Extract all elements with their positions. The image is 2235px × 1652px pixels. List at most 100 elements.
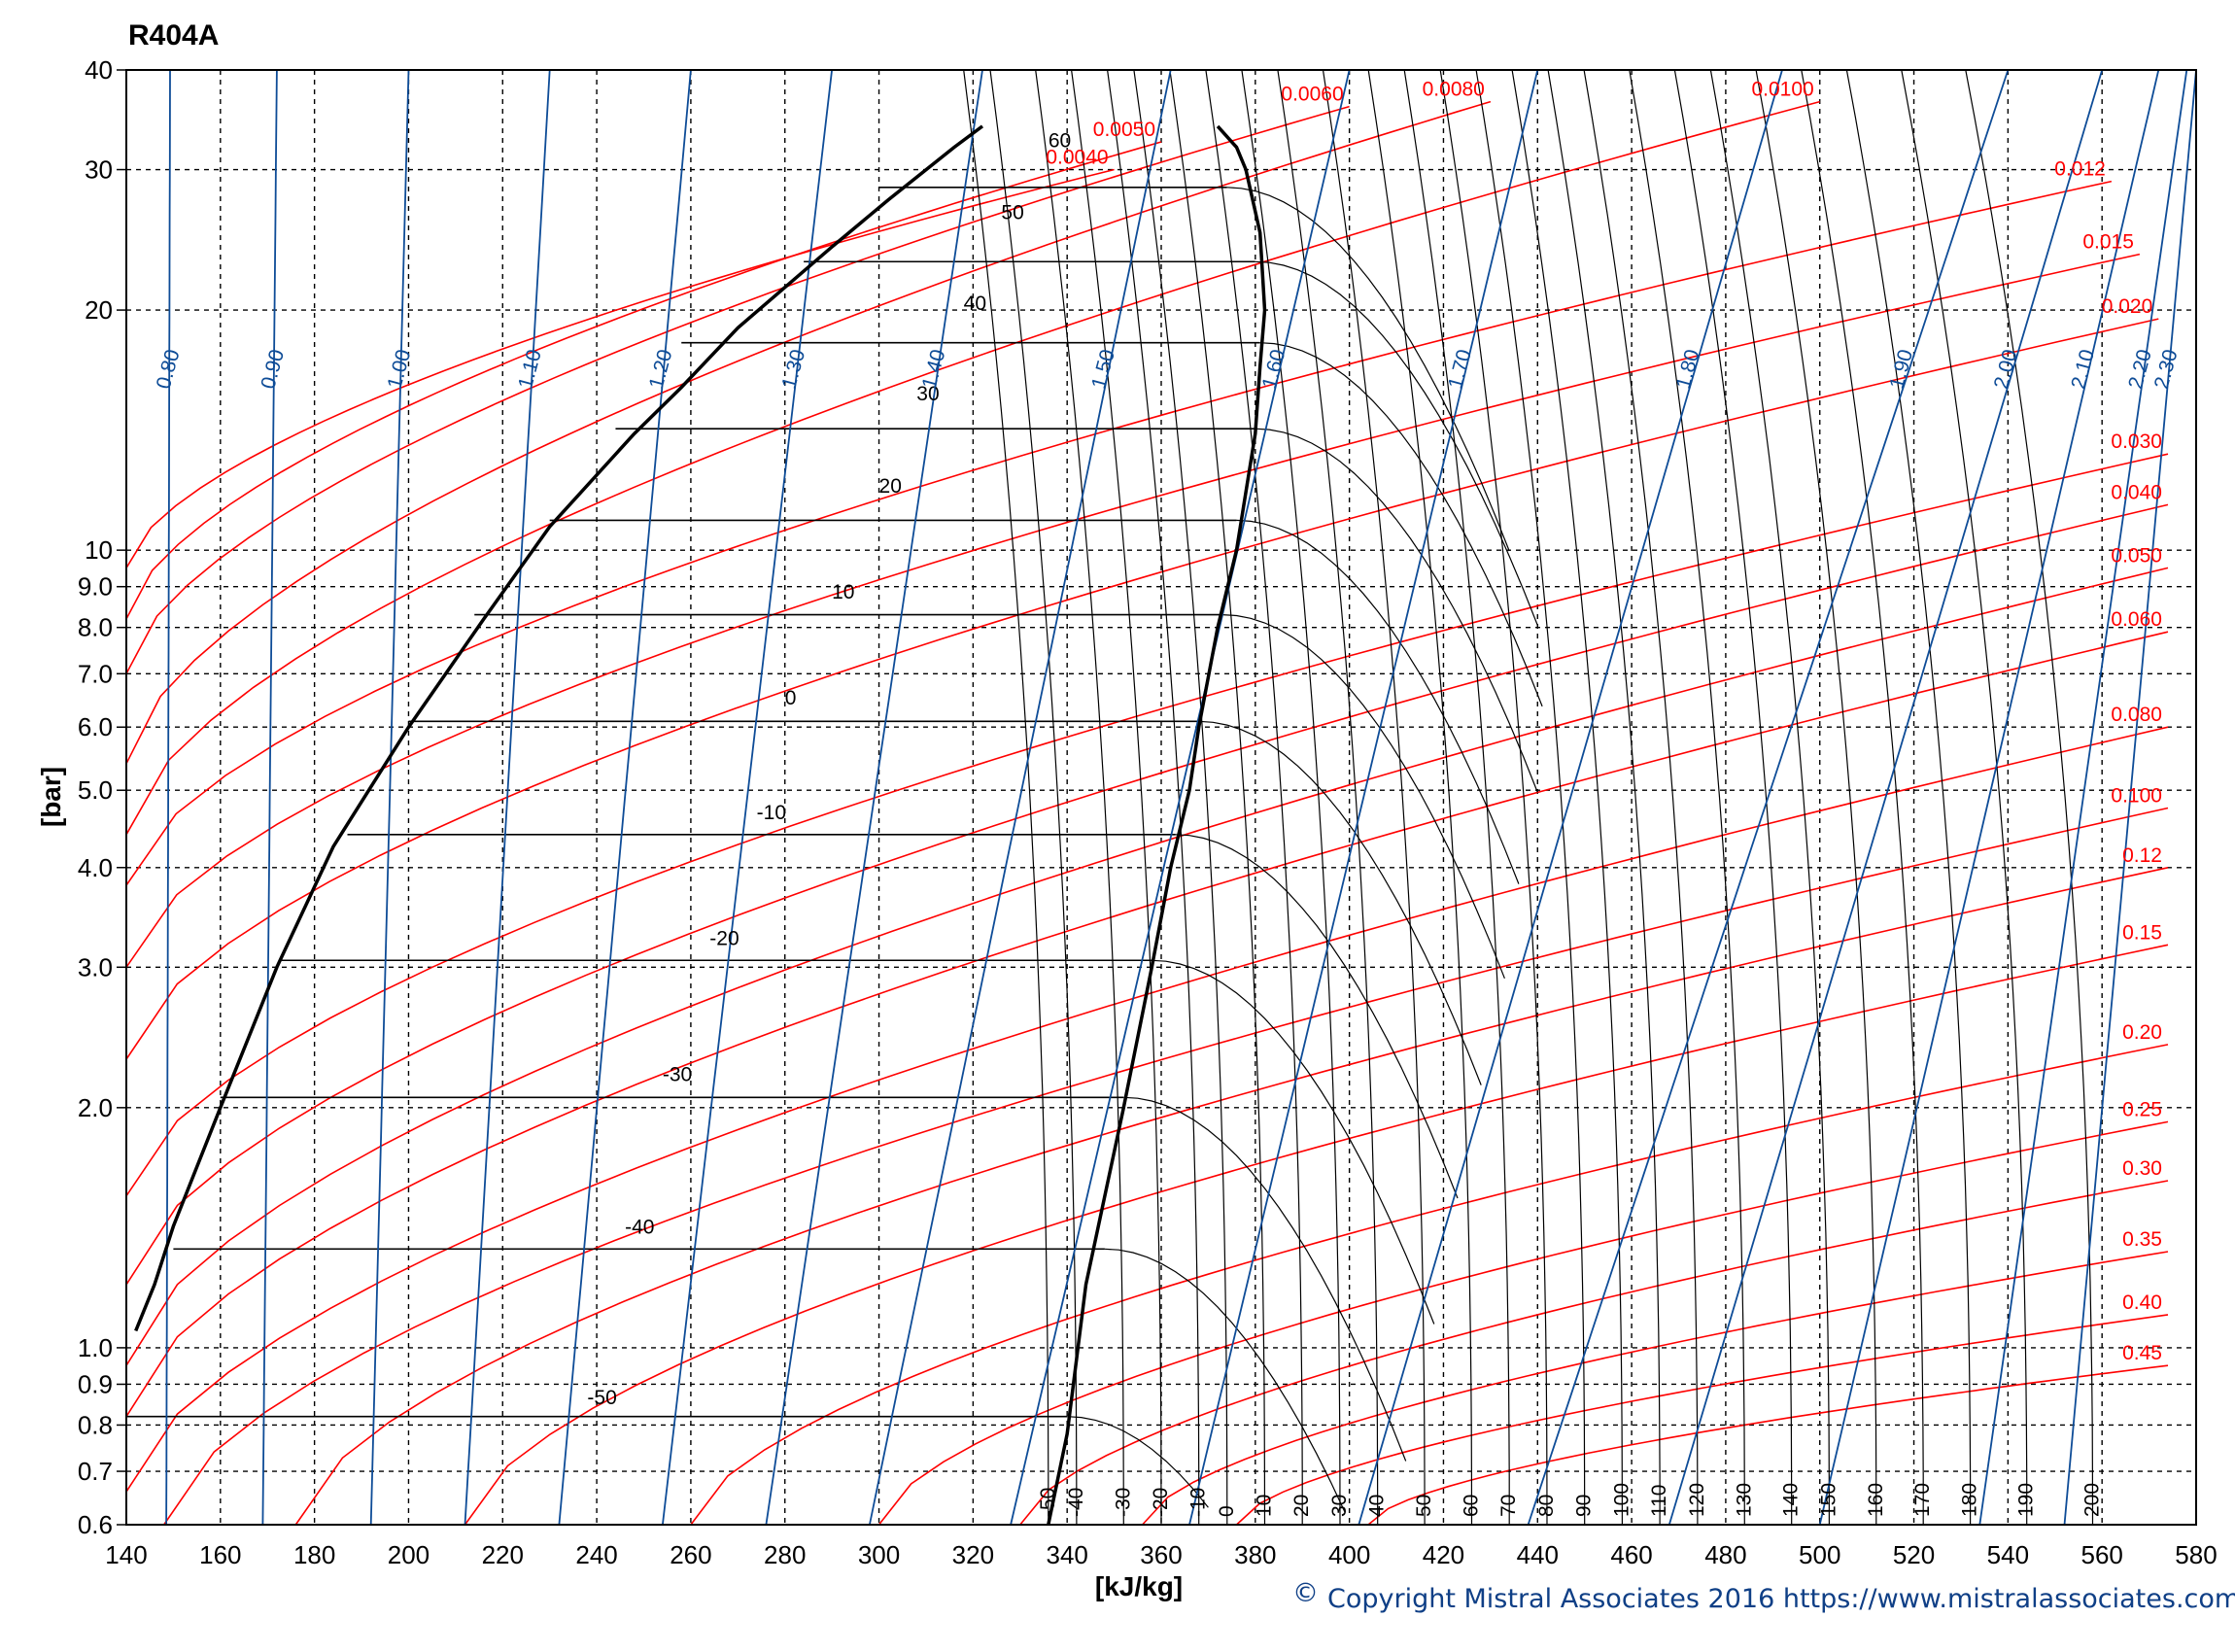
isotherm-vertical bbox=[1403, 69, 1510, 1525]
isochore-label: 0.0050 bbox=[1093, 119, 1155, 141]
isochore-label: 0.030 bbox=[2111, 430, 2162, 453]
isotherm-vertical bbox=[1241, 69, 1341, 1526]
isotherm-vertical bbox=[1133, 69, 1228, 1526]
isochore-line bbox=[125, 253, 2141, 968]
isochore-label: 0.060 bbox=[2111, 608, 2162, 631]
y-tick-label: 9.0 bbox=[78, 572, 113, 602]
isotherm-layer bbox=[126, 69, 2094, 1526]
isotherm-bottom-label: 50 bbox=[1413, 1495, 1435, 1517]
y-tick-label: 4.0 bbox=[78, 853, 113, 882]
isochore-label: 0.0100 bbox=[1751, 79, 1813, 101]
isochore-label: 0.40 bbox=[2122, 1291, 2162, 1314]
isotherm-vertical bbox=[1169, 69, 1266, 1526]
isochore-label: 0.20 bbox=[2122, 1021, 2162, 1044]
x-tick-label: 160 bbox=[199, 1540, 241, 1569]
isotherm-vertical bbox=[1755, 69, 1877, 1526]
isochore-line bbox=[125, 503, 2169, 1286]
isotherm-bottom-label: 80 bbox=[1535, 1495, 1558, 1517]
isochore-label: 0.0060 bbox=[1281, 84, 1343, 106]
isotherm-bottom-label: 160 bbox=[1865, 1483, 1887, 1517]
isotherm-vertical bbox=[1547, 69, 1661, 1525]
x-tick-label: 460 bbox=[1610, 1540, 1652, 1569]
isochore-line bbox=[125, 453, 2169, 1197]
isochore-label: 0.020 bbox=[2102, 295, 2153, 318]
isotherm-bottom-label: 150 bbox=[1817, 1483, 1840, 1517]
isochore-label: 0.040 bbox=[2111, 481, 2162, 503]
isotherm-vertical bbox=[963, 69, 1049, 1525]
isotherm-label: -50 bbox=[587, 1387, 616, 1409]
isotherm-bottom-label: 0 bbox=[1216, 1505, 1238, 1517]
x-tick-label: 240 bbox=[575, 1540, 617, 1569]
isotherm-superheat bbox=[1152, 959, 1435, 1325]
isochore-label: 0.30 bbox=[2122, 1157, 2162, 1180]
saturated-liquid-line bbox=[134, 124, 984, 1332]
x-tick-label: 260 bbox=[670, 1540, 711, 1569]
isotherm-label: 20 bbox=[879, 475, 902, 498]
isentrope-line bbox=[2063, 69, 2197, 1526]
isotherm-bottom-label: -10 bbox=[1187, 1488, 1210, 1517]
x-tick-label: 380 bbox=[1234, 1540, 1276, 1569]
isentrope-line bbox=[1010, 69, 1351, 1526]
isotherm-label: 50 bbox=[1001, 202, 1023, 224]
y-tick-label: 0.6 bbox=[78, 1510, 113, 1539]
isochore-label: 0.0040 bbox=[1046, 147, 1108, 169]
x-tick-label: 320 bbox=[952, 1540, 994, 1569]
isotherm-vertical bbox=[1035, 69, 1124, 1526]
isentrope-line bbox=[869, 69, 1172, 1526]
isotherm-label: 60 bbox=[1049, 130, 1071, 153]
y-tick-label: 1.0 bbox=[78, 1333, 113, 1362]
isentrope-line bbox=[765, 69, 983, 1526]
isotherm-vertical bbox=[1965, 69, 2094, 1526]
isotherm-bottom-label: 110 bbox=[1648, 1485, 1670, 1517]
copyright-text: Copyright Mistral Associates 2016 https:… bbox=[1327, 1584, 2235, 1614]
isotherm-vertical bbox=[1629, 69, 1745, 1526]
x-tick-label: 580 bbox=[2175, 1540, 2217, 1569]
isotherm-vertical bbox=[1107, 69, 1200, 1525]
isotherm-bottom-label: -40 bbox=[1065, 1488, 1087, 1517]
x-tick-label: 480 bbox=[1704, 1540, 1746, 1569]
isotherm-bottom-label: 170 bbox=[1911, 1483, 1934, 1517]
isotherm-vertical bbox=[1439, 69, 1548, 1526]
isotherm-bottom-label: 20 bbox=[1290, 1495, 1313, 1517]
isochore-line bbox=[877, 1120, 2169, 1526]
isotherm-superheat bbox=[1104, 1248, 1346, 1512]
isotherm-bottom-label: -30 bbox=[1112, 1488, 1134, 1517]
isotherm-vertical bbox=[1071, 69, 1162, 1526]
y-tick-label: 30 bbox=[85, 155, 113, 185]
dome-layer bbox=[134, 124, 1267, 1526]
isotherm-label: -40 bbox=[625, 1217, 654, 1239]
isotherm-vertical bbox=[1709, 69, 1830, 1526]
isentrope-layer bbox=[165, 69, 2197, 1526]
isochore-line bbox=[125, 168, 1115, 568]
x-axis-label: [kJ/kg] bbox=[1095, 1571, 1183, 1601]
isotherm-vertical bbox=[1322, 69, 1426, 1526]
x-tick-label: 560 bbox=[2080, 1540, 2122, 1569]
isotherm-label: -20 bbox=[709, 927, 739, 949]
tick-layer: 140 160 180 200 220 240 260 280 300 320 340 360 380 4… bbox=[78, 55, 2218, 1569]
isotherm-superheat bbox=[1226, 187, 1510, 552]
isotherm-vertical bbox=[1673, 69, 1793, 1526]
y-tick-label: 8.0 bbox=[78, 613, 113, 642]
isentrope-line bbox=[1358, 69, 1783, 1526]
y-tick-label: 0.8 bbox=[78, 1410, 113, 1439]
isotherm-bottom-label: 180 bbox=[1959, 1483, 1981, 1517]
y-tick-label: 6.0 bbox=[78, 712, 113, 741]
x-tick-label: 540 bbox=[1987, 1540, 2029, 1569]
isotherm-superheat bbox=[1067, 1416, 1209, 1508]
isotherm-vertical bbox=[1901, 69, 2028, 1525]
isentrope-line bbox=[1818, 69, 2160, 1526]
y-tick-label: 2.0 bbox=[78, 1093, 113, 1122]
isotherm-bottom-label: 130 bbox=[1733, 1483, 1755, 1517]
isotherm-superheat bbox=[1255, 428, 1538, 793]
isentrope-line bbox=[1527, 69, 2010, 1526]
isentrope-line bbox=[165, 69, 171, 1526]
isotherm-vertical bbox=[1277, 69, 1379, 1526]
isochore-line bbox=[125, 100, 1492, 765]
y-tick-label: 20 bbox=[85, 295, 113, 325]
isotherm-bottom-label: 60 bbox=[1461, 1495, 1483, 1517]
isochore-line bbox=[163, 807, 2169, 1526]
isotherm-label: 30 bbox=[916, 383, 939, 405]
isotherm-superheat bbox=[1236, 519, 1520, 884]
y-tick-label: 0.9 bbox=[78, 1369, 113, 1398]
